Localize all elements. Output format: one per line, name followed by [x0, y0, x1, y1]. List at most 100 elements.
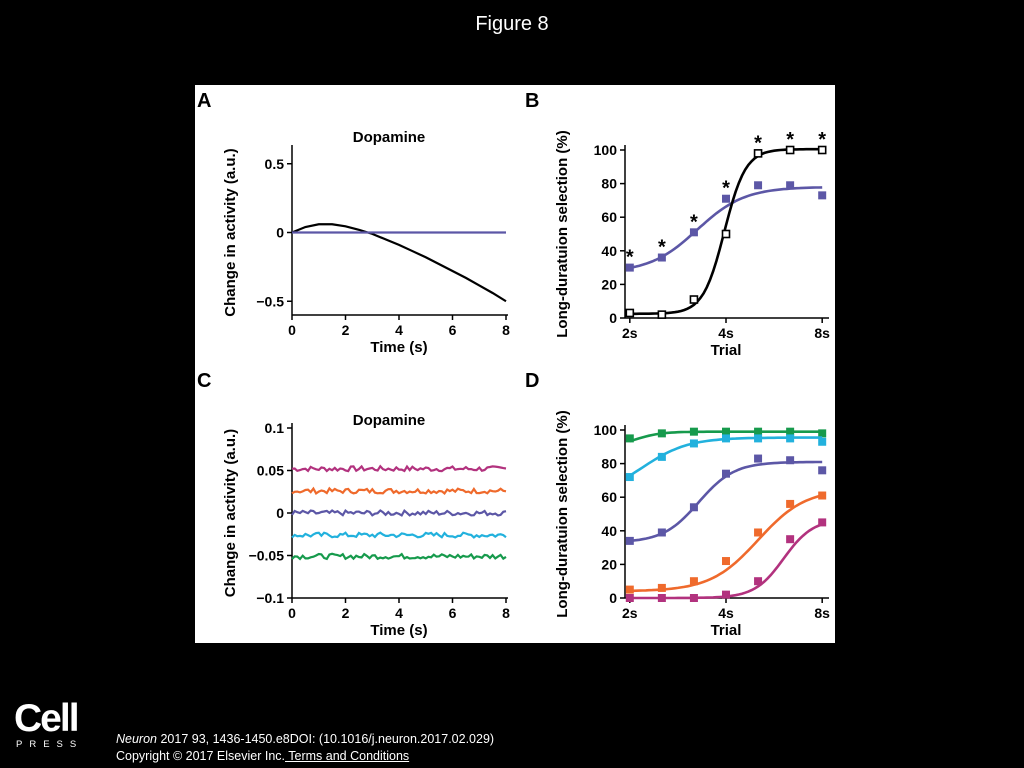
data-point-cyan	[722, 434, 730, 443]
panel-letter-b: B	[525, 90, 539, 112]
data-point-cyan	[754, 434, 763, 443]
series-line-orange	[291, 486, 507, 495]
x-tick-label: 6	[449, 322, 457, 338]
x-axis-label: Time (s)	[370, 339, 427, 356]
significance-star: *	[658, 237, 666, 259]
data-point-cyan	[786, 434, 795, 443]
x-tick-label: 8	[502, 605, 510, 621]
data-point-blue	[657, 253, 666, 262]
chart-title: Dopamine	[353, 129, 426, 146]
data-point-green	[689, 427, 698, 436]
y-tick-label: 0	[609, 310, 617, 326]
series-line-black	[291, 223, 507, 303]
data-point-orange	[625, 585, 634, 594]
data-point-blue	[722, 194, 730, 203]
data-point-magenta	[754, 577, 763, 586]
data-point-magenta	[657, 594, 666, 602]
copyright-text: Copyright © 2017 Elsevier Inc.	[116, 749, 286, 763]
panel-letter-a: A	[197, 90, 211, 112]
data-point-blue	[754, 181, 763, 190]
data-point-purple	[818, 466, 827, 475]
data-point-orange	[689, 577, 698, 586]
data-point-blue	[689, 228, 698, 237]
cell-press-logo: Cell PRESS	[14, 697, 84, 750]
y-tick-label: 20	[601, 556, 617, 572]
logo-word: Cell	[14, 697, 80, 740]
y-tick-label: 40	[601, 523, 617, 539]
panel-letter-d: D	[525, 370, 539, 392]
y-axis-label: Long-duratuion selection (%)	[554, 130, 571, 338]
y-tick-label: −0.5	[256, 293, 284, 309]
y-tick-label: 40	[601, 243, 617, 259]
x-axis-label: Trial	[711, 342, 742, 359]
citation-line: Neuron 2017 93, 1436-1450.e8DOI: (10.101…	[116, 731, 494, 748]
y-tick-label: −0.1	[256, 590, 284, 606]
data-point-black	[785, 145, 795, 155]
data-point-magenta	[786, 535, 795, 544]
data-point-cyan	[625, 473, 634, 482]
y-tick-label: 0	[276, 225, 284, 241]
x-tick-label: 4	[395, 322, 403, 338]
series-line-cyan	[291, 531, 507, 539]
significance-star: *	[786, 129, 794, 151]
data-point-green	[754, 427, 763, 436]
data-point-black	[657, 310, 667, 319]
data-point-blue	[625, 263, 634, 272]
copyright-line: Copyright © 2017 Elsevier Inc. Terms and…	[116, 748, 494, 765]
data-point-purple	[754, 454, 763, 463]
x-tick-label: 2s	[622, 605, 638, 621]
chart-title: Dopamine	[353, 412, 426, 429]
y-tick-label: 60	[601, 209, 617, 225]
x-tick-label: 4	[395, 605, 403, 621]
y-axis-label: Change in activity (a.u.)	[222, 429, 239, 597]
y-tick-label: 0.05	[257, 463, 284, 479]
x-tick-label: 8s	[814, 605, 830, 621]
data-point-orange	[786, 499, 795, 508]
journal-name: Neuron	[116, 732, 157, 746]
data-point-orange	[754, 528, 763, 537]
data-point-blue	[786, 181, 795, 190]
data-point-purple	[625, 536, 634, 545]
data-point-black	[721, 229, 731, 239]
data-point-black	[817, 145, 827, 155]
x-tick-label: 6	[449, 605, 457, 621]
data-point-purple	[689, 503, 698, 512]
y-tick-label: −0.05	[249, 548, 285, 564]
data-point-orange	[722, 557, 730, 566]
y-axis-label: Change in activity (a.u.)	[222, 148, 239, 316]
data-point-green	[786, 427, 795, 436]
x-tick-label: 8	[502, 322, 510, 338]
significance-star: *	[722, 178, 730, 200]
data-point-magenta	[818, 518, 827, 527]
y-tick-label: 0	[609, 590, 617, 606]
panel-letter-c: C	[197, 370, 211, 392]
data-point-purple	[657, 528, 666, 537]
terms-link[interactable]: Terms and Conditions	[285, 749, 410, 763]
data-point-cyan	[657, 452, 666, 461]
series-line-green	[291, 552, 507, 561]
x-tick-label: 4s	[718, 325, 734, 341]
x-tick-label: 4s	[718, 605, 734, 621]
y-axis-label: Long-duratuion selection (%)	[554, 410, 571, 618]
x-tick-label: 2s	[622, 325, 638, 341]
data-point-green	[625, 434, 634, 443]
x-tick-label: 0	[288, 605, 296, 621]
y-tick-label: 60	[601, 489, 617, 505]
y-tick-label: 100	[594, 422, 618, 438]
x-axis-label: Time (s)	[370, 622, 427, 639]
data-point-black	[753, 149, 763, 158]
series-line-purple	[291, 508, 507, 517]
data-point-black	[689, 295, 699, 304]
slide-title: Figure 8	[475, 13, 549, 35]
data-point-blue	[818, 191, 827, 200]
data-point-magenta	[689, 594, 698, 602]
y-tick-label: 0.5	[265, 156, 285, 172]
data-point-green	[722, 427, 730, 436]
y-tick-label: 100	[594, 142, 618, 158]
data-point-orange	[657, 583, 666, 592]
y-tick-label: 0	[276, 505, 284, 521]
x-axis-label: Trial	[711, 622, 742, 639]
x-tick-label: 2	[342, 322, 350, 338]
x-tick-label: 0	[288, 322, 296, 338]
